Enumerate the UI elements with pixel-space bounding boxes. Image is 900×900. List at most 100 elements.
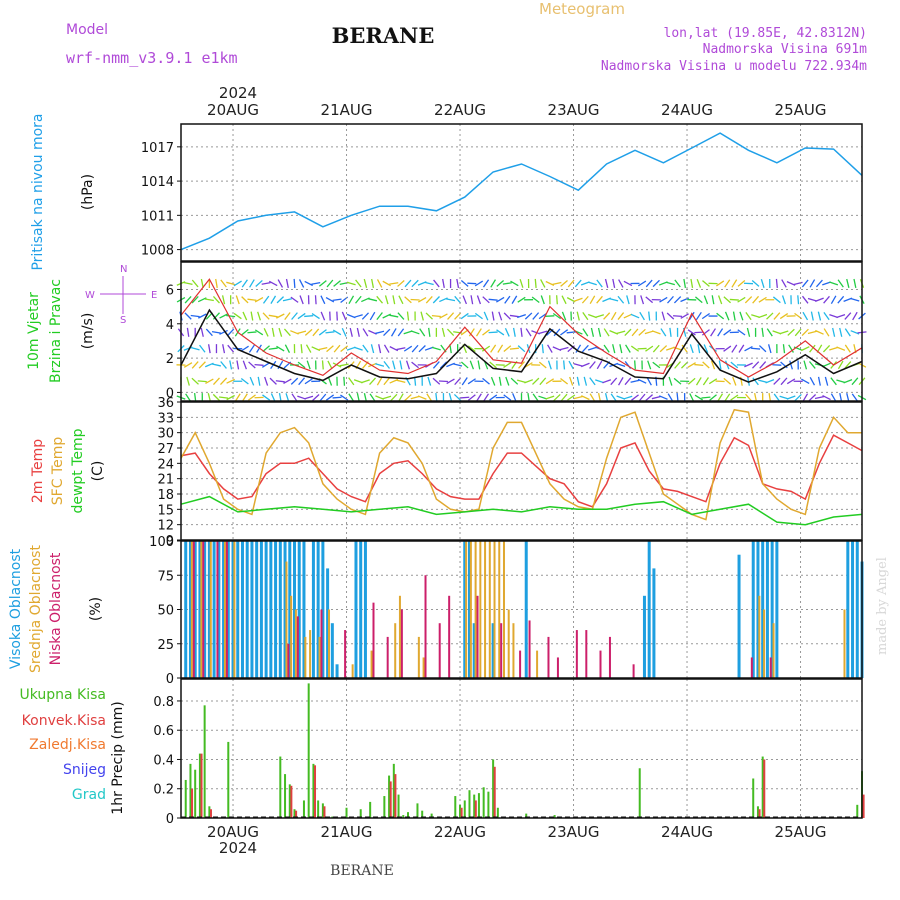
bar-conv (314, 765, 317, 818)
wind-arrow (587, 281, 597, 286)
wind-arrow (802, 311, 809, 321)
wind-arrow (807, 297, 817, 302)
wind-arrow (356, 327, 360, 337)
wind-arrow (183, 281, 193, 286)
bar-conv (474, 800, 477, 818)
panel-frame (180, 540, 863, 679)
wind-arrow (240, 345, 249, 352)
wind-arrow (297, 330, 307, 335)
wind-arrow (467, 345, 476, 352)
wind-arrow (490, 344, 497, 353)
wind-arrow (683, 278, 687, 288)
wind-label-2: Brzina i Pravac (48, 279, 64, 383)
wind-arrow (235, 295, 240, 305)
bar-high (255, 541, 259, 678)
wind-arrow (383, 361, 390, 369)
wind-arrow (567, 394, 576, 401)
wind-arrow (516, 379, 527, 384)
wind-arrow (475, 328, 482, 337)
wind-arrow (460, 280, 469, 287)
wind-arrow (793, 281, 803, 286)
wind-arrow (637, 280, 647, 287)
wind-arrow (617, 377, 624, 386)
wind-arrow (241, 393, 248, 402)
wind-arrow (547, 344, 553, 353)
wind-arrow (503, 345, 512, 353)
wind-arrow (276, 345, 285, 352)
bar-high (274, 541, 278, 678)
wind-arrow (694, 296, 703, 304)
wind-arrow (561, 311, 567, 321)
wind-arrow (333, 344, 341, 353)
bar-conv (389, 781, 392, 818)
wind-arrow (637, 378, 647, 384)
wind-arrow (389, 314, 399, 318)
bar-mid (294, 609, 297, 678)
wind-arrow (442, 278, 445, 288)
wind-arrow (241, 279, 248, 288)
wind-arrow (439, 313, 448, 319)
wind-arrow (362, 328, 369, 337)
wind-arrow (772, 296, 781, 304)
wind-arrow (406, 311, 410, 321)
wind-arrow (640, 295, 645, 305)
wind-arrow (832, 327, 836, 337)
wind-arrow (222, 344, 226, 354)
wind-arrow (441, 327, 446, 337)
wind-arrow (233, 312, 242, 320)
watermark: made by Angel (875, 557, 890, 655)
bar-mid (223, 541, 226, 678)
bar-high (359, 541, 363, 678)
wind-arrow (690, 278, 694, 288)
bar-high (207, 541, 211, 678)
wind-arrow (711, 295, 715, 305)
wind-arrow (489, 394, 498, 401)
wind-arrow (431, 346, 441, 351)
wind-arrow (268, 314, 278, 318)
tick-label: 9 (166, 534, 174, 549)
wind-arrow (724, 311, 730, 321)
wind-arrow (453, 363, 463, 367)
wind-arrow (269, 377, 277, 385)
wind-arrow (808, 393, 817, 402)
wind-arrow (538, 330, 548, 335)
wind-arrow (631, 328, 639, 337)
bar-mid (536, 650, 539, 678)
wind-arrow (383, 344, 390, 353)
bar-conv (200, 753, 203, 818)
wind-arrow (482, 279, 490, 288)
wind-arrow (581, 295, 589, 304)
precip-unit: 1hr Precip (mm) (110, 701, 126, 814)
wind-arrow (610, 393, 617, 402)
wind-arrow (610, 377, 618, 386)
tick-label: 18 (157, 488, 174, 503)
date-label-top: 20AUG (207, 101, 259, 119)
wind-arrow (723, 377, 732, 385)
cloud-high-label: Visoka Oblacnost (8, 548, 24, 669)
compass-n: N (120, 264, 127, 275)
wind-arrow (674, 361, 682, 369)
wind-arrow (737, 296, 746, 303)
bar-total (383, 796, 386, 818)
wind-arrow (339, 363, 349, 367)
wind-arrow (234, 393, 241, 402)
wind-arrow-field (176, 278, 867, 403)
bar-high (222, 541, 226, 678)
wind-arrow (348, 393, 355, 402)
wind-arrow (744, 296, 753, 304)
wind-arrow (376, 377, 383, 386)
wind-arrow (427, 376, 432, 386)
wind-arrow (212, 295, 220, 304)
bar-low (769, 657, 772, 678)
bar-low (202, 541, 205, 678)
wind-arrow (200, 278, 204, 288)
bar-high (283, 541, 287, 678)
wind-arrow (290, 377, 299, 385)
wind-arrow (626, 295, 630, 305)
wind-arrow (555, 295, 558, 305)
wind-arrow (744, 345, 753, 352)
wind-arrow (517, 314, 526, 319)
bar-total (203, 705, 206, 818)
wind-arrow (293, 278, 296, 288)
tick-label: 0 (166, 812, 174, 827)
